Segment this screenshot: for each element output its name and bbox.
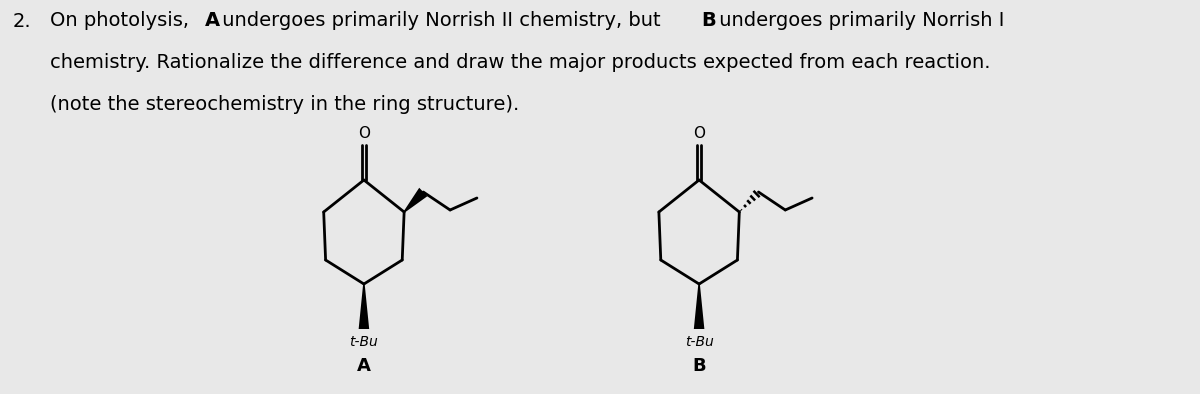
Text: undergoes primarily Norrish I: undergoes primarily Norrish I — [713, 11, 1004, 30]
Text: O: O — [358, 126, 370, 141]
Polygon shape — [403, 188, 427, 213]
Text: On photolysis,: On photolysis, — [49, 11, 196, 30]
Text: B: B — [702, 11, 716, 30]
Polygon shape — [359, 284, 370, 329]
Text: O: O — [694, 126, 706, 141]
Text: A: A — [205, 11, 220, 30]
Text: undergoes primarily Norrish II chemistry, but: undergoes primarily Norrish II chemistry… — [216, 11, 667, 30]
Text: t-Bu: t-Bu — [349, 335, 378, 349]
Text: 2.: 2. — [12, 12, 31, 31]
Polygon shape — [694, 284, 704, 329]
Text: B: B — [692, 357, 706, 375]
Text: A: A — [356, 357, 371, 375]
Text: (note the stereochemistry in the ring structure).: (note the stereochemistry in the ring st… — [49, 95, 520, 114]
Text: t-Bu: t-Bu — [685, 335, 714, 349]
Text: chemistry. Rationalize the difference and draw the major products expected from : chemistry. Rationalize the difference an… — [49, 53, 990, 72]
